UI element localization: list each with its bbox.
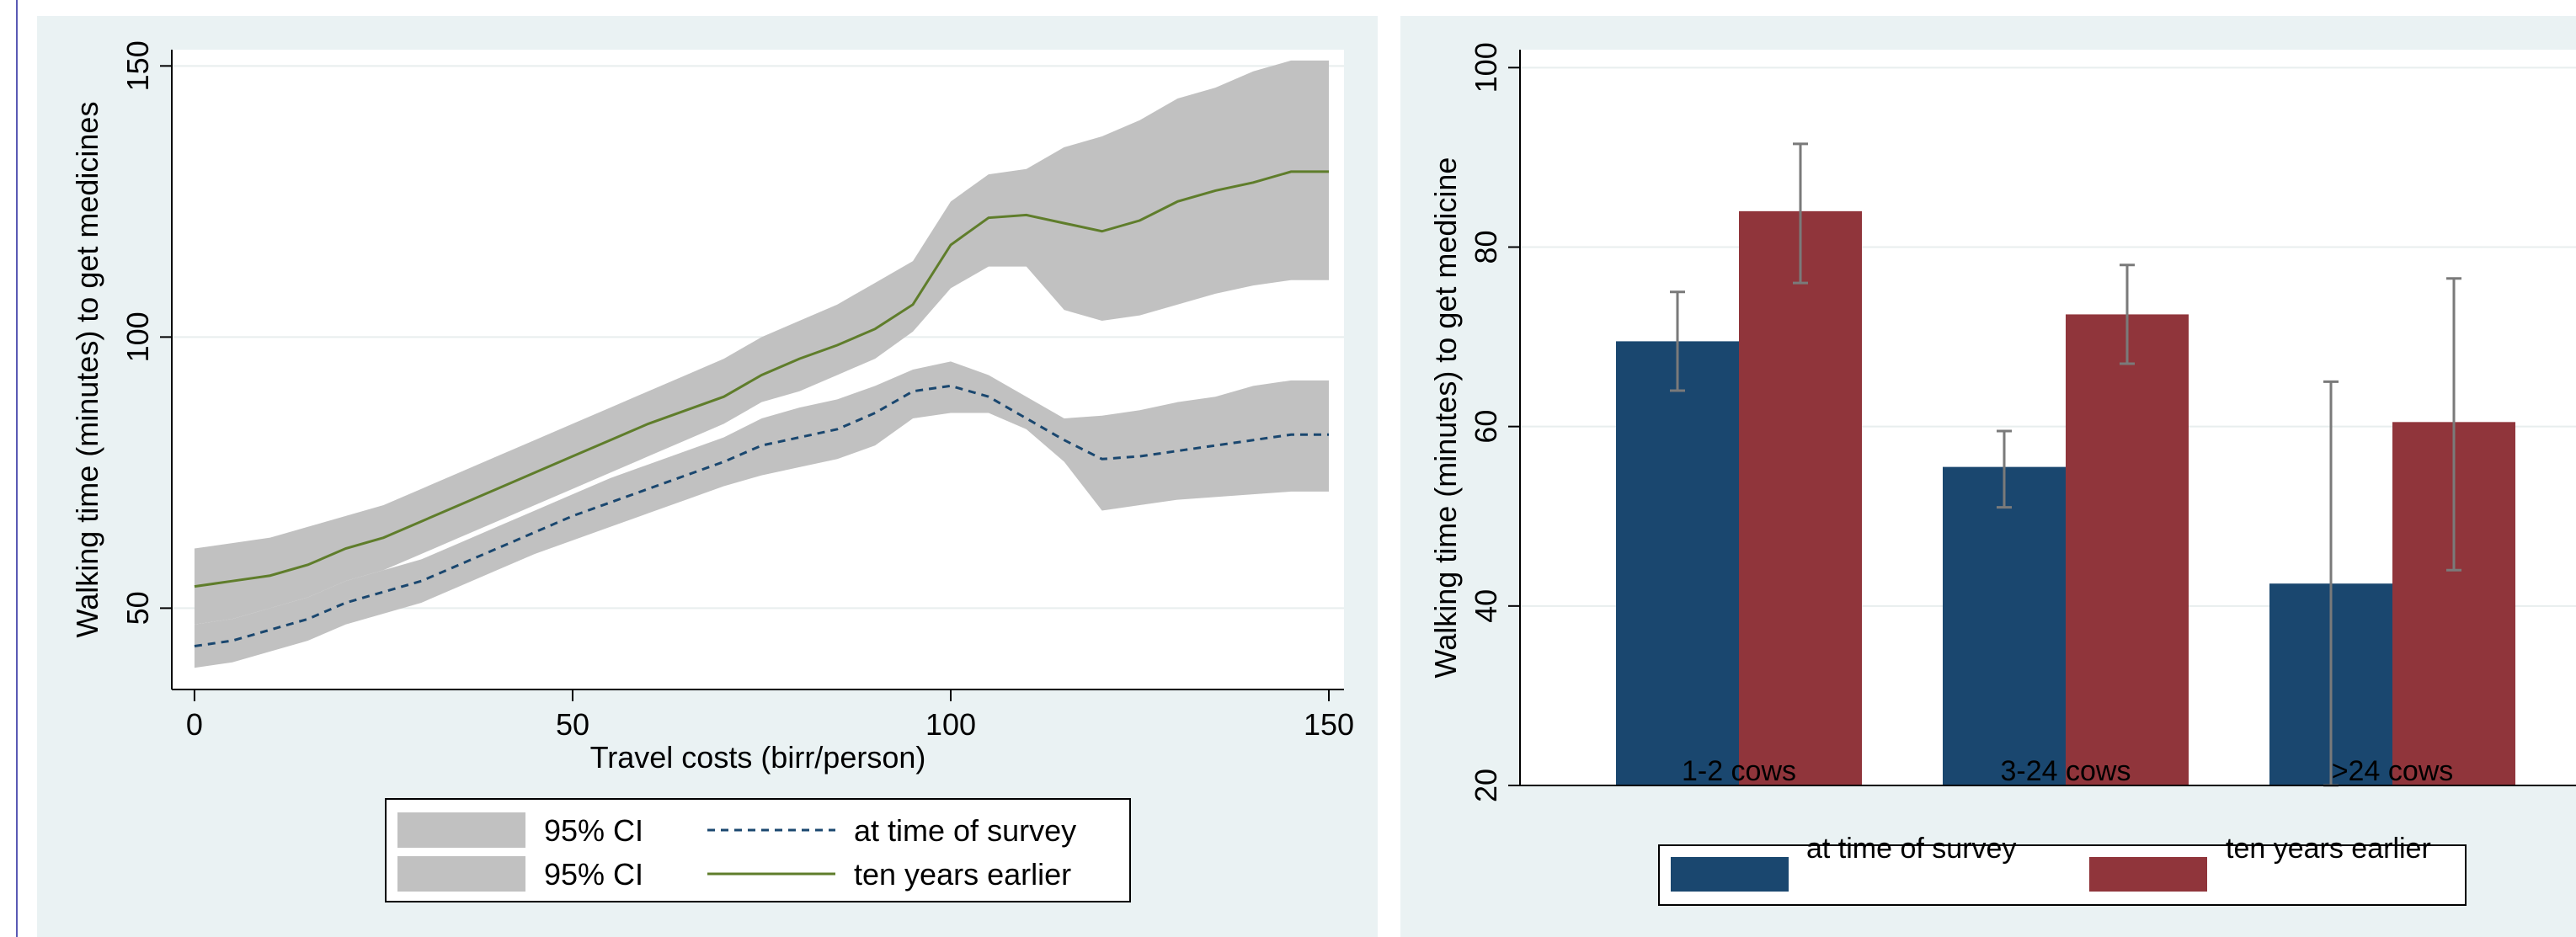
legend-key-bar — [1671, 857, 1789, 892]
y-tick-label: 100 — [120, 311, 155, 362]
category-label: 3-24 cows — [2001, 755, 2131, 787]
ci-band-1 — [194, 60, 1330, 625]
bar — [1616, 341, 1739, 785]
line-chart-svg: 50 100 150 0 50 100 150 Travel costs (birr/pers… — [70, 40, 1354, 902]
y-axis-label: Walking time (minutes) to get medicines — [70, 102, 104, 638]
legend-key-bar — [2089, 857, 2207, 892]
legend-label: 95% CI — [544, 857, 643, 892]
x-tick-label: 0 — [186, 707, 203, 742]
y-tick-label: 40 — [1469, 589, 1503, 623]
legend-label: at time of survey — [854, 813, 1076, 848]
legend-label: 95% CI — [544, 813, 643, 848]
category-label: >24 cows — [2332, 755, 2454, 787]
y-tick-label: 150 — [120, 40, 155, 91]
series-line-1 — [194, 170, 1330, 588]
x-tick-label: 50 — [556, 707, 589, 742]
bar — [2066, 314, 2189, 785]
category-label: 1-2 cows — [1682, 755, 1796, 787]
bar — [1739, 210, 1862, 786]
page-border-line — [16, 0, 18, 937]
legend-label: at time of survey — [1806, 833, 2016, 865]
x-tick-label: 150 — [1304, 707, 1354, 742]
left-chart-panel: 50 100 150 0 50 100 150 Travel costs (birr/pers… — [37, 16, 1378, 937]
x-tick-label: 100 — [925, 707, 976, 742]
y-axis-label: Walking time (minutes) to get medicine — [1428, 157, 1463, 679]
legend-box — [1658, 844, 2467, 906]
legend-label: ten years earlier — [2226, 833, 2431, 865]
y-tick-label: 100 — [1469, 42, 1503, 93]
bar — [1943, 466, 2066, 785]
x-axis-label: Travel costs (birr/person) — [590, 740, 926, 775]
right-chart-panel: 20 40 60 80 100 1-2 cows 3-24 cows >24 cows Walk… — [1400, 16, 2576, 937]
legend-key-ci — [397, 856, 525, 892]
y-tick-label: 60 — [1469, 410, 1503, 444]
y-tick-label: 80 — [1469, 230, 1503, 264]
ci-band-0 — [194, 361, 1330, 668]
y-tick-label: 20 — [1469, 769, 1503, 802]
bar-chart-svg: 20 40 60 80 100 1-2 cows 3-24 cows >24 cows Walk… — [1428, 42, 2576, 906]
legend-key-ci — [397, 812, 525, 848]
y-tick-label: 50 — [120, 591, 155, 625]
legend-label: ten years earlier — [854, 857, 1071, 892]
